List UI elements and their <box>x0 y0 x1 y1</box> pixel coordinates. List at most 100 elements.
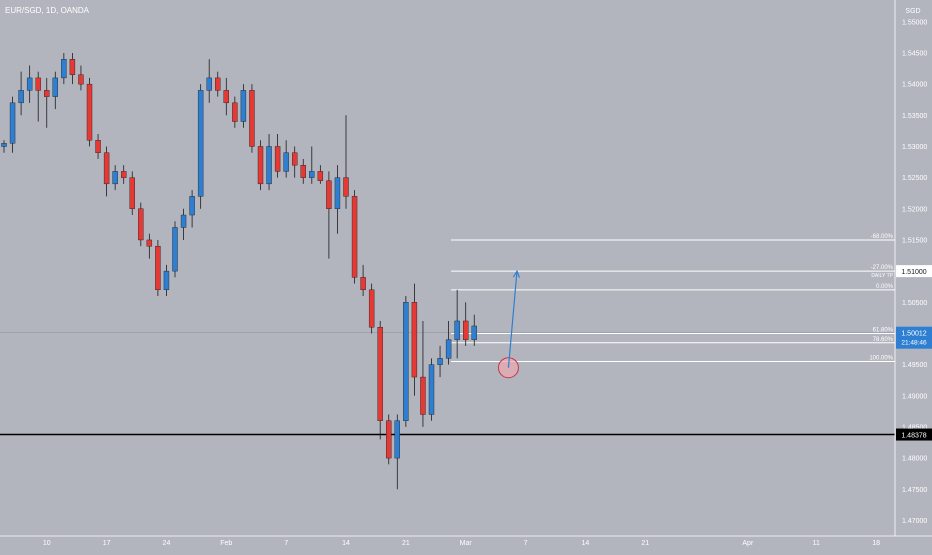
fib-level-label: 61.80% <box>873 327 894 333</box>
time-tick-label: 21 <box>641 540 649 547</box>
time-tick-label: 11 <box>813 540 820 547</box>
candle-body <box>18 90 24 104</box>
candle-body <box>223 90 230 104</box>
time-tick-label: 7 <box>524 540 528 547</box>
candle-body <box>120 171 127 178</box>
price-tick-label: 1.52000 <box>902 206 927 213</box>
candle-body <box>240 90 247 122</box>
candle-body <box>26 77 33 91</box>
time-tick-label: 17 <box>103 540 111 547</box>
candle-body <box>403 302 409 421</box>
annotations <box>497 269 521 379</box>
candle-body <box>368 289 375 328</box>
time-axis[interactable]: 101724Feb71421Mar71421Apr111825May91623 <box>43 540 932 547</box>
time-tick-label: 21 <box>402 540 410 547</box>
time-tick-label: 10 <box>43 540 51 547</box>
price-tick-label: 1.54500 <box>902 50 927 57</box>
time-tick-label: Mar <box>460 540 473 547</box>
candle-body <box>112 171 118 185</box>
candle-body <box>69 59 76 75</box>
candle-body <box>52 77 58 97</box>
candle-body <box>180 214 187 228</box>
candle-body <box>351 196 358 278</box>
candle-body <box>172 227 178 272</box>
candle-body <box>163 270 170 291</box>
fib-level-label: 0.00% <box>876 284 894 290</box>
candle-body <box>471 325 477 340</box>
candle-body <box>189 196 195 216</box>
candle-body <box>343 177 349 197</box>
price-tick-label: 1.47500 <box>902 487 927 494</box>
projection-arrow-head <box>512 269 521 278</box>
candle-body <box>420 376 426 415</box>
candle-body <box>326 180 332 209</box>
candle-body <box>206 77 212 91</box>
price-tick-label: 1.50500 <box>902 300 927 307</box>
currency-label: SGD <box>905 8 920 15</box>
candle-body <box>232 102 238 122</box>
candle-body <box>249 90 255 147</box>
support-price-text: 1.48378 <box>901 433 926 440</box>
candle-body <box>428 364 435 415</box>
price-tick-label: 1.53000 <box>902 144 927 151</box>
candle-body <box>300 164 306 178</box>
price-tick-label: 1.55000 <box>902 19 927 26</box>
time-tick-label: 24 <box>163 540 171 547</box>
daily-tp-label: DAILY TP <box>871 273 893 279</box>
daily-tp-price-tag <box>896 265 932 278</box>
candle-body <box>274 146 281 172</box>
candle-body <box>266 146 272 185</box>
candle-body <box>257 146 264 185</box>
candle-body <box>309 171 315 178</box>
candle-body <box>377 327 383 421</box>
current-price-text: 1.50012 <box>901 331 926 338</box>
price-tick-label: 1.49500 <box>902 362 927 369</box>
price-tick-label: 1.48000 <box>902 456 927 463</box>
candle-body <box>292 152 298 166</box>
chart-title: EUR/SGD, 1D, OANDA <box>5 6 90 15</box>
time-tick-label: 7 <box>284 540 288 547</box>
candle-body <box>9 102 16 144</box>
candle-body <box>411 302 418 378</box>
candle-body <box>44 90 50 97</box>
candle-body <box>78 74 84 85</box>
time-tick-label: 14 <box>342 540 350 547</box>
projection-arrow-line <box>507 271 518 368</box>
time-tick-label: 14 <box>582 540 590 547</box>
candle-body <box>463 320 469 340</box>
daily-tp-price-text: 1.51000 <box>901 269 926 276</box>
candle-body <box>197 90 204 197</box>
candle-body <box>95 140 101 153</box>
fib-level-label: 100.00% <box>869 355 893 361</box>
candles <box>1 52 477 490</box>
candle-body <box>386 420 392 459</box>
time-tick-label: 18 <box>872 540 880 547</box>
price-tick-label: 1.48500 <box>902 424 927 431</box>
price-tick-label: 1.53500 <box>902 113 927 120</box>
candle-body <box>445 339 452 359</box>
price-tick-label: 1.49000 <box>902 393 927 400</box>
price-tick-label: 1.52500 <box>902 175 927 182</box>
candle-body <box>437 358 443 365</box>
fib-level-label: -68.00% <box>871 234 894 240</box>
candle-body <box>283 152 289 172</box>
fib-level-label: 78.60% <box>873 337 894 343</box>
candle-body <box>146 239 153 247</box>
price-tick-label: 1.54000 <box>902 82 927 89</box>
candle-body <box>334 177 341 209</box>
price-tick-label: 1.47000 <box>902 518 927 525</box>
candle-body <box>61 59 67 79</box>
candle-body <box>215 77 221 91</box>
candle-body <box>394 420 400 459</box>
candle-body <box>86 83 93 141</box>
fibonacci-levels: -68.00% -27.00% 0.00% 61.80% 78.60% 100.00% DA… <box>451 234 895 362</box>
support-price-tag <box>896 428 932 441</box>
time-tick-label: Feb <box>220 540 232 547</box>
time-tick-label: Apr <box>742 540 754 547</box>
candle-body <box>317 171 324 181</box>
candle-body <box>454 320 460 340</box>
price-tags: 1.51000 1.50012 21:48:46 1.48378 <box>896 265 932 441</box>
